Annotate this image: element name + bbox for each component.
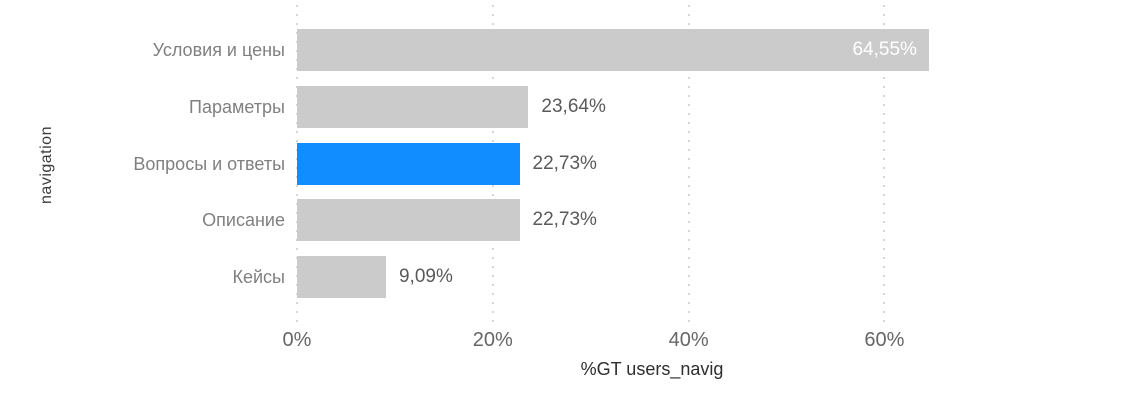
gridline: [883, 5, 886, 327]
bar[interactable]: [297, 256, 386, 298]
bar[interactable]: [297, 142, 520, 185]
value-label: 22,73%: [532, 209, 597, 231]
category-label: Условия и цены: [152, 40, 285, 60]
plot-area: 64,55% 23,64% 22,73% 22,73% 9,09%: [296, 5, 1057, 327]
category-label: Описание: [202, 210, 285, 231]
category-label: Кейсы: [232, 267, 286, 287]
value-label: 9,09%: [398, 266, 453, 287]
value-label: 23,64%: [541, 95, 606, 117]
bar[interactable]: [297, 199, 520, 242]
bar[interactable]: [297, 85, 529, 128]
x-tick-label: 20%: [472, 329, 513, 351]
x-tick-label: 0%: [282, 329, 312, 351]
category-label: Вопросы и ответы: [133, 153, 285, 174]
value-label: 64,55%: [852, 39, 917, 60]
bar[interactable]: 64,55%: [297, 29, 929, 71]
gridline: [687, 5, 690, 327]
x-tick-label: 40%: [668, 329, 709, 351]
value-label: 22,73%: [532, 152, 597, 174]
x-axis-title: %GT users_navig: [580, 359, 724, 379]
x-tick-label: 60%: [864, 329, 905, 351]
category-label: Параметры: [189, 96, 285, 117]
